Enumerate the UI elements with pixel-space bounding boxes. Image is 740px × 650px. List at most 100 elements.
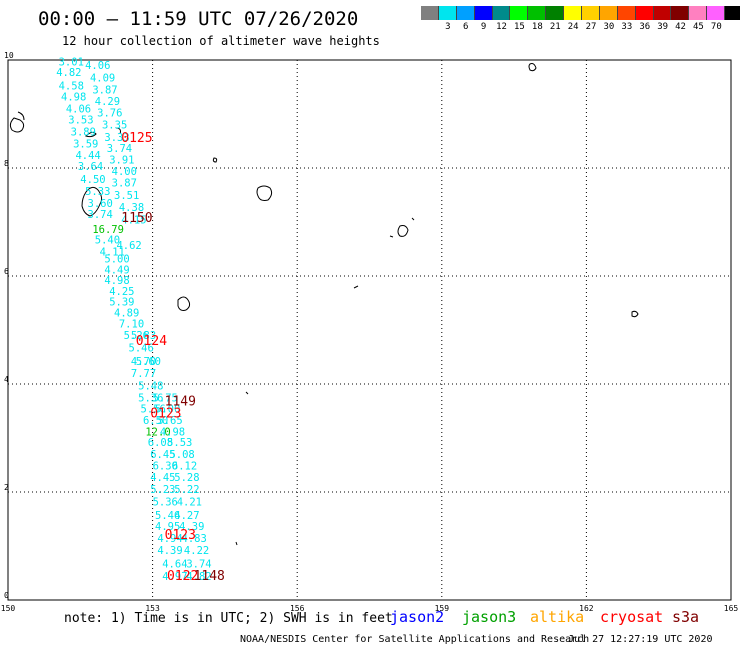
- wave-height-value: 5.26: [124, 330, 149, 342]
- wave-height-value: 4.44: [75, 150, 100, 162]
- island-shape: [528, 63, 537, 72]
- wave-height-value: 3.74: [186, 559, 211, 571]
- colorbar-label: 45: [693, 22, 704, 32]
- island-shape: [631, 310, 639, 318]
- island-shape: [115, 127, 121, 135]
- wave-height-value: 4.00: [112, 166, 137, 178]
- credit-text: NOAA/NESDIS Center for Satellite Applica…: [240, 634, 590, 645]
- island-shape: [353, 285, 359, 289]
- y-tick-label: 8: [4, 159, 9, 168]
- island-shape: [212, 157, 218, 163]
- wave-height-value: 5.60: [136, 356, 161, 368]
- wave-height-value: 4.49: [104, 264, 129, 276]
- pass-time-label: 0123: [165, 528, 196, 543]
- wave-height-value: 6.08: [148, 437, 173, 449]
- wave-height-value: 5.39: [109, 297, 134, 309]
- y-tick-label: 4: [4, 375, 9, 384]
- wave-height-value: 3.35: [102, 120, 127, 132]
- colorbar-label: 36: [639, 22, 651, 32]
- pass-time-label: 0124: [136, 334, 167, 349]
- wave-height-value: 3.87: [112, 177, 137, 189]
- colorbar-label: 3: [445, 22, 451, 32]
- coastlines: [9, 63, 639, 546]
- island-shape: [411, 217, 415, 221]
- colorbar-swatch: [671, 6, 690, 20]
- wave-height-value: 5.22: [174, 484, 199, 496]
- page-title: 00:00 – 11:59 UTC 07/26/2020: [38, 8, 359, 30]
- wave-height-value: 4.06: [66, 103, 91, 115]
- wave-height-value: 3.53: [68, 115, 93, 127]
- x-tick-label: 156: [290, 604, 305, 613]
- wave-height-value: 3.59: [73, 138, 98, 150]
- colorbar-swatch: [528, 6, 547, 20]
- wave-height-value: 5.83: [131, 330, 156, 342]
- island-shape: [235, 541, 238, 546]
- colorbar-swatch: [474, 6, 493, 20]
- wave-height-value: 3.87: [92, 84, 117, 96]
- wave-height-value: 5.00: [104, 254, 129, 266]
- wave-height-value: 4.82: [186, 571, 211, 583]
- wave-height-value: 3.51: [114, 190, 139, 202]
- wave-height-value: 4.98: [160, 426, 185, 438]
- wave-height-value: 3.33: [104, 132, 129, 144]
- colorbar-label: 27: [585, 22, 597, 32]
- colorbar-label: 70: [710, 22, 722, 32]
- wave-height-value: 3.74: [107, 143, 132, 155]
- colorbar-label: 42: [675, 22, 686, 32]
- wave-height-value: 5.48: [138, 380, 163, 392]
- y-tick-label: 0: [4, 591, 9, 600]
- wave-height-value: 4.06: [85, 60, 110, 72]
- map-grid: 150 153 156 159 162 165 0 2 4 6 8 10: [1, 51, 739, 613]
- wave-height-value: 4.09: [90, 73, 115, 85]
- wave-height-value: 12.0: [145, 426, 170, 438]
- wave-height-value: 5.40: [95, 235, 120, 247]
- island-shape: [389, 225, 409, 238]
- wave-height-value: 6.45: [150, 449, 175, 461]
- wave-height-value: 4.95: [155, 521, 180, 533]
- wave-height-value: 6.12: [172, 460, 197, 472]
- colorbar-swatch: [546, 6, 565, 20]
- wave-height-value: 6.50: [143, 415, 168, 427]
- island-shape: [177, 296, 191, 311]
- wave-height-value: 4.97: [162, 571, 187, 583]
- y-tick-label: 10: [4, 51, 14, 60]
- y-tick-label: 6: [4, 267, 9, 276]
- wave-height-value: 4.39: [179, 521, 204, 533]
- wave-height-value: 5.65: [157, 415, 182, 427]
- colorbar-label: 21: [549, 22, 561, 32]
- wave-height-value: 5.46: [155, 510, 180, 522]
- pass-time-label: 1149: [165, 395, 196, 410]
- satellite-legend-altika: altika: [530, 608, 585, 626]
- wave-height-value: 4.29: [95, 96, 120, 108]
- colorbar-label: 39: [657, 22, 669, 32]
- wave-height-value: 4.45: [150, 472, 175, 484]
- wave-height-values: 3.01 4.064.82 4.094.58 3.874.98 4.294.06 3.76…: [56, 56, 211, 583]
- wave-height-value: 6.30: [153, 460, 178, 472]
- wave-height-value: 3.64: [78, 161, 103, 173]
- colorbar-swatch: [725, 6, 740, 20]
- y-tick-label: 2: [4, 483, 9, 492]
- pass-time-label: 0123: [150, 406, 181, 421]
- wave-height-value: 7.77: [131, 368, 156, 380]
- satellite-legend-s3a: s3a: [672, 608, 700, 626]
- page-subtitle: 12 hour collection of altimeter wave hei…: [62, 34, 380, 48]
- colorbar-label: 12: [496, 22, 507, 32]
- colorbar: [421, 6, 740, 20]
- wave-height-value: 4.15: [121, 215, 146, 227]
- island-shape: [256, 185, 273, 201]
- wave-height-value: 5.53: [167, 437, 192, 449]
- wave-height-value: 4.58: [59, 81, 84, 93]
- wave-height-value: 5.00: [155, 404, 180, 416]
- colorbar-swatch: [617, 6, 636, 20]
- wave-height-value: 3.89: [71, 127, 96, 139]
- wave-height-value: 4.94: [157, 533, 182, 545]
- wave-height-value: 4.64: [162, 559, 187, 571]
- pass-time-label: 1148: [194, 569, 225, 584]
- wave-height-value: 5.28: [174, 472, 199, 484]
- colorbar-label: 15: [514, 22, 525, 32]
- wave-height-value: 4.98: [61, 92, 86, 104]
- wave-height-value: 4.22: [184, 545, 209, 557]
- x-tick-label: 162: [579, 604, 594, 613]
